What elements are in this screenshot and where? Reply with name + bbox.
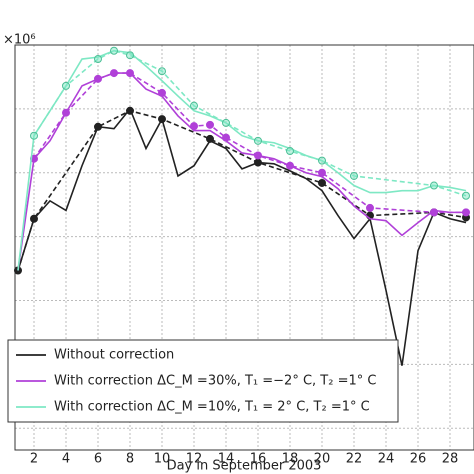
marker <box>430 181 438 190</box>
legend-box <box>7 339 399 423</box>
marker <box>94 122 102 131</box>
marker <box>430 208 438 217</box>
x-tick-label: 10 <box>154 452 171 467</box>
x-tick-label: 26 <box>410 452 427 467</box>
marker <box>158 115 166 124</box>
x-tick-label: 24 <box>378 452 395 467</box>
marker <box>462 191 470 200</box>
dashed-line <box>33 49 467 197</box>
x-tick-label: 22 <box>346 452 363 467</box>
x-tick-label: 4 <box>62 452 70 467</box>
x-tick-label: 12 <box>186 452 203 467</box>
marker <box>206 120 214 129</box>
x-tick-label: 6 <box>94 452 102 467</box>
x-tick-label: 8 <box>126 452 134 467</box>
marker <box>190 122 198 131</box>
marker <box>350 171 358 180</box>
x-tick-label: 18 <box>282 452 299 467</box>
marker <box>94 74 102 83</box>
marker <box>254 158 262 167</box>
marker <box>286 161 294 170</box>
marker <box>94 55 102 64</box>
y-scale-label: ×10⁶ <box>3 33 36 48</box>
series-line <box>17 49 467 271</box>
series-line <box>17 72 466 271</box>
legend: Without correction With correction ΔC_M =… <box>7 339 399 423</box>
marker <box>126 69 134 78</box>
legend-label: With correction ΔC_M =30%, T₁ =−2° C, T₂… <box>54 374 376 389</box>
marker <box>62 108 70 117</box>
marker <box>126 106 134 115</box>
marker <box>318 178 326 187</box>
marker <box>318 156 326 165</box>
marker <box>158 67 166 76</box>
marker <box>366 203 374 212</box>
plot-frame <box>14 44 474 451</box>
legend-label: With correction ΔC_M =10%, T₁ = 2° C, T₂… <box>54 400 370 415</box>
marker <box>462 208 470 217</box>
marker <box>286 147 294 156</box>
marker <box>158 88 166 97</box>
x-tick-label: 16 <box>250 452 267 467</box>
x-tick-label: 28 <box>442 452 459 467</box>
marker <box>254 151 262 160</box>
marker <box>222 133 230 142</box>
marker <box>30 214 38 223</box>
x-tick-label: 2 <box>30 452 38 467</box>
marker <box>222 118 230 127</box>
series-line <box>17 107 467 366</box>
marker <box>30 131 38 140</box>
x-tick-label: 14 <box>218 452 235 467</box>
x-axis-label: Day in September 2003 <box>167 459 322 474</box>
legend-label: Without correction <box>54 348 174 363</box>
marker <box>62 81 70 90</box>
x-tick-label: 20 <box>314 452 331 467</box>
marker <box>110 46 118 55</box>
marker <box>318 168 326 177</box>
marker <box>190 101 198 110</box>
marker <box>206 134 214 143</box>
marker <box>110 69 118 78</box>
dashed-line <box>17 109 467 271</box>
marker <box>126 51 134 60</box>
marker <box>254 136 262 145</box>
